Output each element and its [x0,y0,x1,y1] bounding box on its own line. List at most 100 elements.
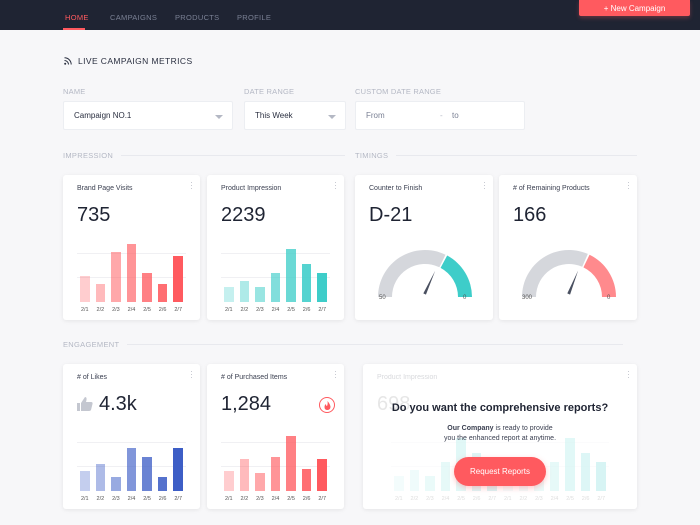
more-options-icon[interactable]: · · · [190,177,193,193]
x-tick-label: 2/5 [143,496,151,502]
bar-2/7 [173,256,184,302]
x-tick-label: 2/4 [127,307,136,313]
x-tick-label: 2/7 [174,307,183,313]
bar-2/6 [157,477,168,491]
page-title-text: LIVE CAMPAIGN METRICS [78,56,193,66]
bar-2/2 [95,464,106,491]
x-tick-label: 2/4 [550,496,559,502]
section-impression: IMPRESSION [63,151,345,160]
tab-home[interactable]: HOME [65,13,89,22]
chevron-down-icon [328,115,336,119]
to-input[interactable]: to [452,111,459,120]
x-tick-label: 2/7 [597,496,606,502]
x-tick-label: 2/1 [394,496,403,502]
bar-2/1 [393,476,404,491]
name-label: NAME [63,87,86,96]
bar-2/5 [286,436,296,491]
x-tick-label: 2/5 [457,496,465,502]
thumbs-up-icon [77,397,93,411]
x-tick-label: 2/3 [426,496,434,502]
x-tick-label: 2/3 [535,496,543,502]
card-value: 4.3k [99,393,137,415]
gridline [77,442,186,443]
promo-text-2: you the enhanced report at anytime. [443,435,557,442]
bar-2/2 [239,459,250,491]
more-options-icon[interactable]: · · · [627,366,630,382]
bar-2/4 [270,457,281,491]
card-counter-to-finish: Counter to Finish · · · D-21 50 0 [355,175,493,320]
x-tick-label: 2/2 [240,307,249,313]
bar-2/1 [223,287,234,302]
gridline [221,253,330,254]
x-tick-label: 2/1 [80,307,89,313]
campaign-select[interactable]: Campaign NO.1 [63,101,233,130]
card-value: 698 [377,393,411,415]
bar-2/3 [111,477,121,491]
x-tick-label: 2/5 [287,307,295,313]
x-tick-label: 2/1 [503,496,512,502]
section-timings: TIMINGS [355,151,637,160]
card-value: 1,284 [221,393,272,415]
card-title: Product Impression [221,185,282,192]
bar-2/4 [126,448,137,491]
x-tick-label: 2/1 [80,496,89,502]
bar-2/6 [301,469,312,491]
bar-2/6 [157,284,168,302]
gridline [221,442,330,443]
section-label: TIMINGS [355,151,389,160]
bar-chart: 2/1 2/2 2/3 2/4 2/5 2/6 2/7 [221,429,330,502]
x-tick-label: 2/4 [441,496,450,502]
tab-profile[interactable]: PROFILE [237,13,272,22]
more-options-icon[interactable]: · · · [334,366,337,382]
section-label: ENGAGEMENT [63,340,120,349]
bar-2/3 [111,252,121,302]
card-title: Brand Page Visits [77,185,133,192]
from-input[interactable]: From [366,111,385,120]
x-tick-label: 2/7 [488,496,497,502]
x-tick-label: 2/2 [96,307,105,313]
bar-2/3 [255,473,265,491]
company-name: Our Company [447,425,494,432]
more-options-icon[interactable]: · · · [627,177,630,193]
x-tick-label: 2/4 [127,496,136,502]
x-tick-label: 2/4 [271,307,280,313]
date-range-label: DATE RANGE [244,87,295,96]
card-purchased-items: # of Purchased Items · · · 1,284 2/1 2/2 2/3… [207,364,344,509]
x-tick-label: 2/1 [224,496,233,502]
bar-2/7 [173,448,184,491]
card-value: D-21 [369,204,413,226]
gauge-max-label: 0 [463,295,467,301]
bar-2/5 [565,438,575,491]
x-tick-label: 2/3 [112,307,120,313]
x-tick-label: 2/1 [224,307,233,313]
date-range-select[interactable]: This Week [244,101,346,130]
new-campaign-button[interactable]: + New Campaign [579,0,690,16]
rss-icon [64,57,72,65]
bar-2/4 [126,244,137,302]
request-reports-button[interactable]: Request Reports [454,457,546,486]
card-value: 735 [77,204,111,226]
bar-2/3 [255,287,265,302]
gauge-track [378,250,446,297]
gauge-fill [440,255,472,297]
more-options-icon[interactable]: · · · [334,177,337,193]
bar-2/1 [223,471,234,491]
custom-date-range: From - to [355,101,525,130]
x-tick-label: 2/6 [158,496,167,502]
more-options-icon[interactable]: · · · [483,177,486,193]
card-title: # of Remaining Products [513,185,590,192]
bar-2/6 [301,264,312,302]
bar-2/1 [79,471,90,491]
x-tick-label: 2/7 [174,496,183,502]
date-range-value: This Week [255,111,293,120]
more-options-icon[interactable]: · · · [190,366,193,382]
bar-2/7 [596,462,607,491]
bar-2/4 [270,273,281,302]
tab-campaigns[interactable]: CAMPAIGNS [110,13,158,22]
card-likes: # of Likes · · · 4.3k 2/1 2/2 2/3 2/4 2/5 2/6 2/… [63,364,200,509]
gauge [522,250,616,297]
tab-products[interactable]: PRODUCTS [175,13,220,22]
bar-2/4 [549,462,560,491]
x-tick-label: 2/2 [519,496,528,502]
active-tab-indicator [63,28,85,30]
